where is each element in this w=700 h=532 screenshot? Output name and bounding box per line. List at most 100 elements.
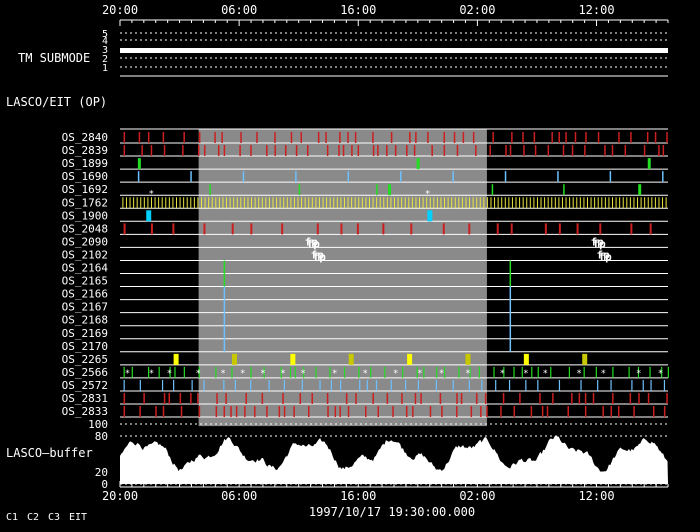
event-mark	[582, 353, 588, 365]
event-mark	[274, 145, 276, 157]
event-mark	[234, 379, 237, 391]
event-mark	[504, 171, 507, 183]
event-mark	[472, 197, 474, 209]
asterisk-mark: *	[260, 369, 265, 379]
row-label-os_2572: OS_2572	[62, 379, 108, 392]
event-mark	[147, 132, 150, 143]
event-mark	[411, 197, 413, 209]
asterisk-mark: *	[240, 369, 245, 379]
event-mark	[569, 197, 571, 209]
event-mark	[537, 379, 539, 391]
event-mark	[476, 197, 478, 209]
event-mark	[584, 145, 586, 157]
row-label-os_1900: OS_1900	[62, 209, 108, 222]
event-mark	[216, 393, 218, 404]
event-mark	[223, 286, 226, 300]
event-mark	[413, 145, 416, 157]
event-mark	[523, 145, 525, 157]
event-mark	[394, 145, 397, 157]
event-mark	[345, 393, 348, 404]
event-mark	[190, 197, 192, 209]
event-mark	[359, 379, 361, 391]
event-mark	[557, 171, 559, 183]
event-mark	[416, 158, 420, 170]
asterisk-mark: *	[523, 369, 528, 379]
event-mark	[299, 393, 302, 404]
row-label-os_1762: OS_1762	[62, 196, 108, 209]
event-mark	[311, 393, 313, 404]
event-mark	[652, 406, 655, 418]
event-mark	[168, 197, 170, 209]
event-mark	[183, 366, 185, 378]
asterisk-mark: *	[425, 189, 430, 199]
event-mark	[223, 273, 226, 287]
event-mark	[666, 393, 668, 404]
fp-annotation-highlight: fp	[593, 237, 607, 250]
event-mark	[637, 197, 639, 209]
event-mark	[340, 223, 343, 235]
event-mark	[174, 366, 176, 378]
event-mark	[427, 132, 429, 143]
event-mark	[329, 366, 331, 378]
event-mark	[654, 132, 657, 143]
asterisk-mark: *	[576, 369, 581, 379]
event-mark	[530, 406, 533, 418]
event-mark	[390, 197, 392, 209]
event-mark	[366, 379, 368, 391]
submode-tick-label: 5	[102, 29, 108, 40]
event-mark	[147, 366, 150, 378]
event-mark	[382, 223, 385, 235]
event-mark	[274, 132, 276, 143]
legend-item-c1: C1	[6, 512, 18, 523]
event-mark	[263, 366, 265, 378]
event-mark	[508, 197, 510, 209]
event-mark	[204, 197, 206, 209]
event-mark	[637, 366, 640, 378]
event-mark	[552, 393, 554, 404]
asterisk-mark: *	[149, 369, 154, 379]
event-mark	[451, 197, 453, 209]
event-mark	[522, 197, 524, 209]
event-mark	[611, 145, 614, 157]
event-mark	[651, 197, 653, 209]
row-label-os_1690: OS_1690	[62, 170, 108, 183]
event-mark	[604, 145, 606, 157]
event-mark	[419, 197, 421, 209]
event-mark	[426, 197, 428, 209]
event-mark	[175, 197, 177, 209]
event-mark	[293, 197, 295, 209]
event-mark	[351, 197, 353, 209]
event-mark	[515, 197, 517, 209]
event-mark	[567, 406, 569, 418]
event-mark	[513, 406, 516, 418]
event-mark	[404, 197, 406, 209]
event-mark	[348, 353, 354, 365]
event-mark	[647, 197, 649, 209]
event-mark	[443, 145, 446, 157]
time-tick-top-label: 06:00	[221, 3, 257, 17]
event-mark	[343, 197, 345, 209]
event-mark	[433, 197, 435, 209]
event-mark	[529, 197, 531, 209]
event-mark	[347, 171, 350, 183]
event-mark	[236, 197, 238, 209]
event-mark	[562, 145, 565, 157]
event-mark	[336, 197, 338, 209]
asterisk-mark: *	[636, 369, 641, 379]
event-mark	[461, 197, 463, 209]
event-mark	[326, 197, 328, 209]
event-mark	[265, 197, 267, 209]
event-mark	[504, 197, 506, 209]
event-mark	[406, 145, 408, 157]
event-mark	[442, 223, 445, 235]
event-mark	[650, 379, 652, 391]
event-mark	[597, 379, 599, 391]
event-mark	[554, 197, 556, 209]
event-mark	[123, 393, 126, 404]
event-mark	[347, 197, 349, 209]
event-mark	[578, 393, 581, 404]
time-tick-top-label: 02:00	[459, 3, 495, 17]
asterisk-mark: *	[439, 369, 444, 379]
event-mark	[597, 197, 599, 209]
event-mark	[372, 393, 374, 404]
